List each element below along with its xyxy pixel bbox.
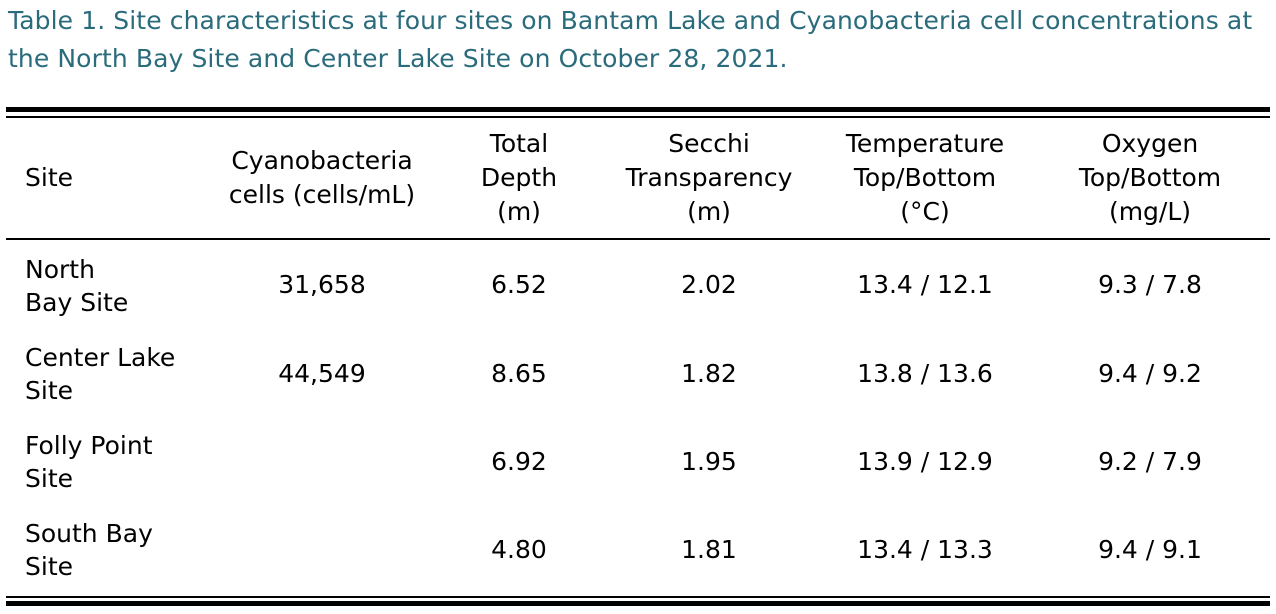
header-total-depth: Total Depth (m) bbox=[480, 129, 558, 226]
row-2-secchi: 1.82 bbox=[681, 359, 737, 388]
row-1-site: North Bay Site bbox=[25, 255, 129, 317]
row-1-temperature: 13.4 / 12.1 bbox=[857, 270, 993, 299]
row-4-site: South Bay Site bbox=[25, 519, 153, 581]
row-1-oxygen: 9.3 / 7.8 bbox=[1098, 270, 1202, 299]
top-rule-thin bbox=[6, 116, 1270, 118]
row-3-temperature: 13.9 / 12.9 bbox=[857, 447, 993, 476]
header-oxygen: Oxygen Top/Bottom (mg/L) bbox=[1078, 129, 1222, 226]
row-3-site: Folly Point Site bbox=[25, 431, 153, 493]
top-rule-thick bbox=[6, 107, 1270, 112]
row-2-temperature: 13.8 / 13.6 bbox=[857, 359, 993, 388]
row-4-oxygen: 9.4 / 9.1 bbox=[1098, 535, 1202, 564]
row-4-secchi: 1.81 bbox=[681, 535, 737, 564]
row-4-temperature: 13.4 / 13.3 bbox=[857, 535, 993, 564]
table-caption: Table 1. Site characteristics at four si… bbox=[8, 6, 1253, 73]
row-1-secchi: 2.02 bbox=[681, 270, 737, 299]
row-2-depth: 8.65 bbox=[491, 359, 547, 388]
header-secchi: Secchi Transparency (m) bbox=[625, 129, 793, 226]
row-4-depth: 4.80 bbox=[491, 535, 547, 564]
header-rule bbox=[6, 238, 1270, 240]
bottom-rule-thin bbox=[6, 596, 1270, 598]
row-2-site: Center Lake Site bbox=[25, 343, 176, 405]
header-cyanobacteria: Cyanobacteria cells (cells/mL) bbox=[228, 146, 416, 209]
header-site: Site bbox=[25, 163, 73, 192]
row-3-depth: 6.92 bbox=[491, 447, 547, 476]
row-3-oxygen: 9.2 / 7.9 bbox=[1098, 447, 1202, 476]
header-temperature: Temperature Top/Bottom (°C) bbox=[845, 129, 1005, 226]
row-2-cyanobacteria: 44,549 bbox=[278, 359, 366, 388]
row-3-secchi: 1.95 bbox=[681, 447, 737, 476]
row-2-oxygen: 9.4 / 9.2 bbox=[1098, 359, 1202, 388]
row-1-cyanobacteria: 31,658 bbox=[278, 270, 366, 299]
bottom-rule-thick bbox=[6, 601, 1270, 606]
row-1-depth: 6.52 bbox=[491, 270, 547, 299]
